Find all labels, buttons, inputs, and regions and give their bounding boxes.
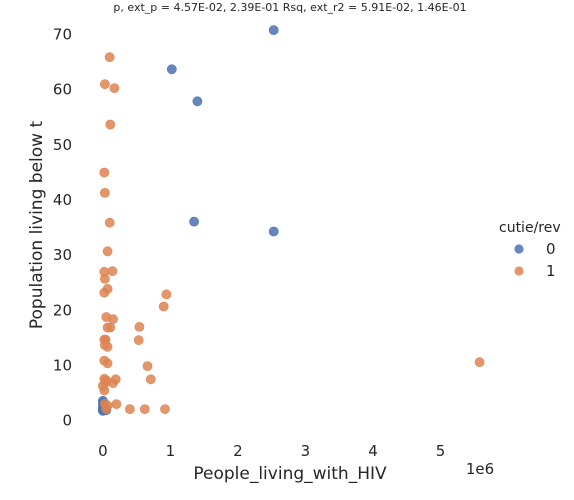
data-point-series-1: [100, 187, 110, 198]
data-point-series-1: [124, 404, 135, 414]
data-point-series-0: [268, 25, 279, 35]
x-tick-label: 1: [166, 442, 176, 460]
chart-title: p, ext_p = 4.57E-02, 2.39E-01 Rsq, ext_r…: [113, 1, 466, 14]
legend-label-1: 1: [546, 262, 556, 280]
x-tick-label: 3: [301, 442, 311, 460]
data-point-series-1: [145, 374, 156, 385]
legend-marker-1: [514, 266, 524, 276]
x-tick-label: 5: [436, 442, 446, 460]
data-point-series-1: [111, 399, 122, 409]
legend-title: cutie/rev: [499, 220, 561, 236]
data-point-series-0: [192, 96, 203, 107]
data-point-series-1: [102, 358, 113, 369]
data-point-series-1: [100, 79, 110, 90]
data-point-series-1: [105, 322, 116, 333]
x-tick-label: 4: [368, 442, 378, 460]
data-point-series-1: [102, 246, 113, 257]
legend-marker-0: [514, 244, 524, 254]
data-point-series-1: [160, 404, 170, 414]
y-axis-ticks: 0 10 20 30 40 50 60 70: [53, 26, 72, 430]
data-point-series-1: [104, 52, 115, 63]
y-tick-label: 70: [53, 26, 72, 44]
data-points: [98, 25, 485, 416]
data-point-series-1: [107, 266, 118, 277]
y-tick-label: 40: [53, 191, 72, 209]
data-point-series-1: [474, 357, 485, 368]
data-point-series-1: [139, 404, 150, 414]
y-tick-label: 0: [62, 412, 72, 430]
data-point-series-1: [100, 273, 110, 284]
y-tick-label: 20: [53, 301, 72, 319]
data-point-series-1: [101, 404, 112, 414]
data-point-series-1: [133, 335, 144, 346]
data-point-series-1: [108, 378, 118, 389]
data-point-series-1: [99, 385, 110, 396]
data-point-series-0: [166, 64, 177, 75]
data-point-series-0: [189, 216, 199, 227]
legend-items: 01: [514, 240, 556, 280]
data-point-series-1: [108, 314, 118, 325]
data-point-series-1: [99, 167, 110, 178]
y-tick-label: 10: [53, 357, 72, 375]
data-point-series-1: [104, 217, 115, 228]
y-tick-label: 50: [53, 136, 72, 154]
data-point-series-1: [134, 321, 145, 332]
legend-label-0: 0: [546, 240, 556, 258]
x-tick-label: 0: [98, 442, 108, 460]
data-point-series-0: [268, 226, 279, 237]
data-point-series-1: [158, 301, 169, 312]
data-point-series-1: [102, 341, 113, 352]
x-tick-label: 2: [233, 442, 243, 460]
data-point-series-1: [109, 83, 120, 93]
y-tick-label: 60: [53, 81, 72, 99]
data-point-series-1: [161, 289, 172, 300]
x-offset-label: 1e6: [466, 460, 494, 478]
data-point-series-1: [99, 287, 110, 298]
x-axis-label: People_living_with_HIV: [193, 464, 387, 484]
y-tick-label: 30: [53, 246, 72, 264]
x-axis-ticks: 0 1 2 3 4 5: [98, 442, 445, 460]
data-point-series-1: [105, 119, 116, 130]
y-axis-label: Population living below t: [27, 121, 47, 330]
data-point-series-1: [142, 361, 153, 371]
legend: cutie/rev 01: [499, 220, 561, 280]
